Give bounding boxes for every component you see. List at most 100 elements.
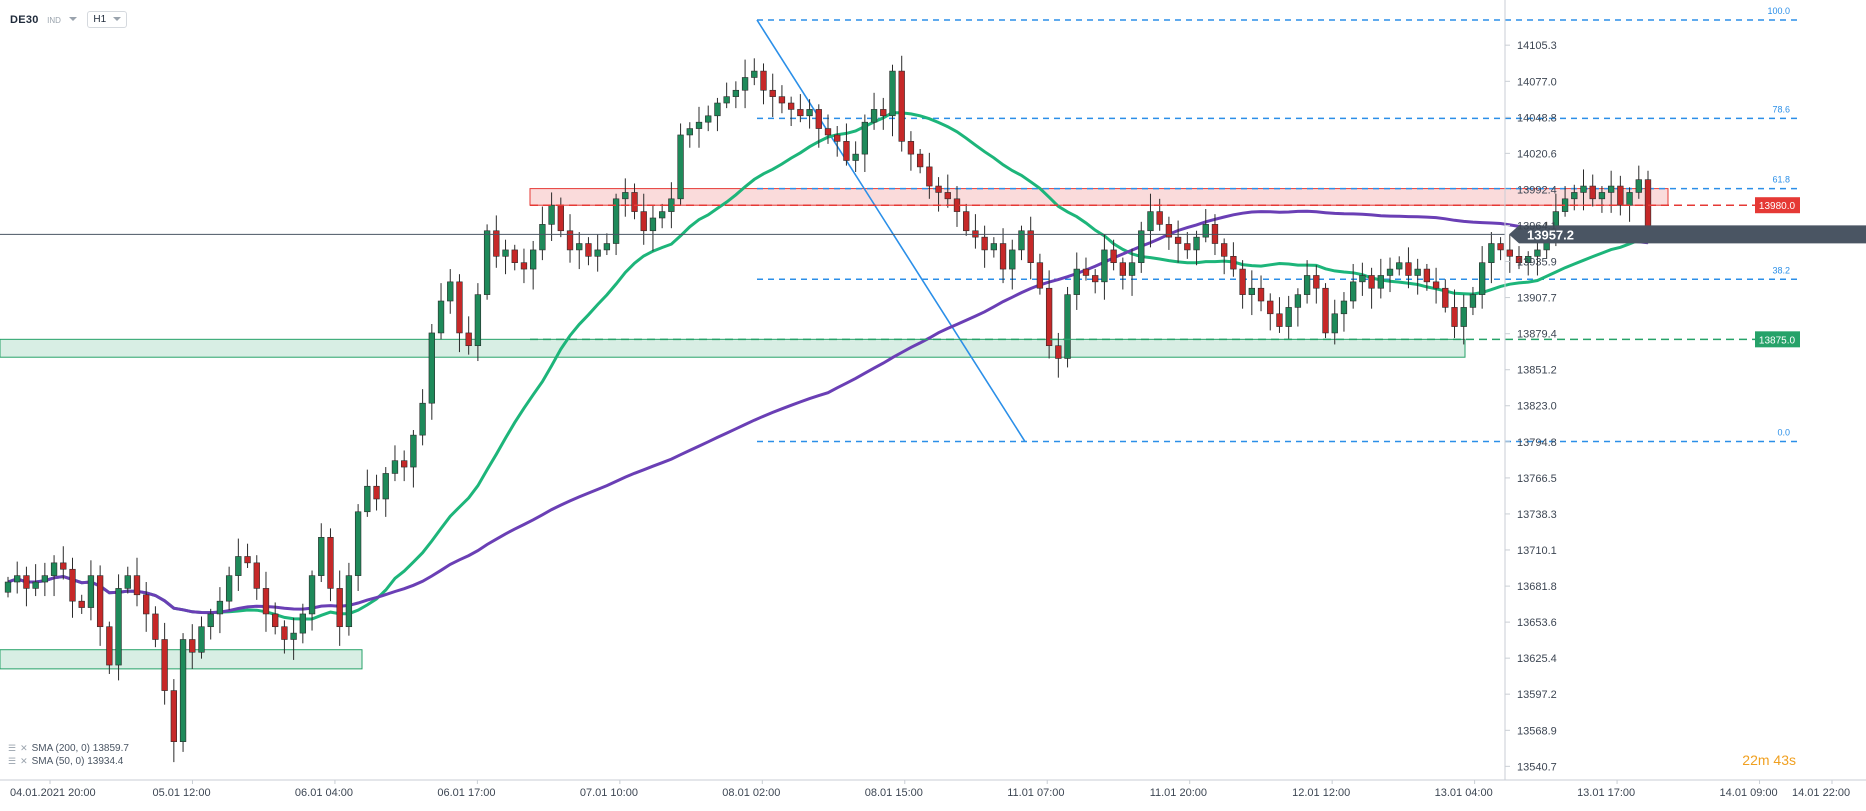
y-tick-label: 13540.7 — [1517, 761, 1557, 773]
candle — [474, 283, 482, 362]
candle-body — [41, 575, 49, 583]
candle-body — [465, 332, 472, 347]
candle-body — [1045, 287, 1053, 347]
candle-body — [741, 77, 749, 91]
candle — [723, 82, 730, 109]
timeframe-selector[interactable]: H1 — [87, 10, 127, 28]
candle — [530, 240, 537, 290]
candle-body — [566, 230, 574, 251]
candle-body — [456, 281, 463, 334]
candle — [990, 237, 997, 258]
candle — [741, 59, 749, 109]
candle-body — [990, 243, 997, 251]
candle — [1018, 225, 1025, 261]
y-tick-label: 13935.9 — [1517, 257, 1557, 269]
candle — [327, 528, 334, 602]
candle-body — [1635, 179, 1642, 193]
candle — [907, 131, 915, 171]
settings-icon[interactable]: ☰ — [8, 756, 17, 766]
candle — [576, 232, 583, 270]
candle-body — [760, 70, 767, 91]
candle — [1469, 286, 1477, 316]
candle-body — [483, 230, 491, 295]
x-tick-label: 05.01 12:00 — [152, 787, 210, 799]
candle-body — [1009, 249, 1016, 270]
y-tick-label: 13625.4 — [1517, 653, 1557, 665]
candle-body — [308, 575, 316, 615]
symbol-selector[interactable]: DE30 IND — [10, 10, 78, 28]
legend-item-sma200[interactable]: ☰ ✕ SMA (200, 0) 13859.7 — [8, 742, 129, 755]
candle — [815, 104, 822, 148]
candle — [143, 582, 150, 632]
candle — [1460, 294, 1467, 345]
candle — [1313, 265, 1320, 304]
candle-body — [1506, 249, 1513, 257]
candle-body — [1617, 185, 1624, 206]
y-tick-label: 13992.4 — [1517, 184, 1557, 196]
candle — [253, 555, 260, 600]
candle-body — [1534, 249, 1541, 257]
candle-body — [1092, 275, 1099, 283]
candle-body — [834, 134, 841, 142]
candle — [1589, 174, 1596, 207]
candle — [106, 621, 113, 674]
candle-body — [797, 109, 804, 117]
candle — [456, 274, 463, 353]
x-tick-label: 08.01 02:00 — [722, 787, 780, 799]
candle — [649, 205, 657, 252]
candle-body — [1248, 287, 1255, 295]
candle-body — [1082, 268, 1090, 276]
candle-body — [87, 575, 95, 608]
candle-body — [1156, 211, 1163, 225]
candle — [1294, 288, 1302, 327]
candle — [87, 560, 95, 621]
candle-body — [861, 121, 869, 155]
candle — [880, 97, 887, 130]
candle-body — [963, 211, 970, 232]
x-tick-label: 14.01 22:00 — [1792, 787, 1850, 799]
candle — [133, 557, 141, 607]
candle-body — [1359, 275, 1366, 283]
candle — [594, 234, 601, 272]
candle — [843, 123, 850, 166]
candle — [244, 543, 251, 568]
candle — [1267, 293, 1274, 331]
candle — [806, 99, 813, 129]
candle — [1257, 275, 1265, 312]
candle-body — [345, 575, 353, 628]
candle — [1174, 220, 1182, 263]
candle-body — [1626, 192, 1633, 206]
candle — [926, 152, 933, 199]
candle-body — [1340, 300, 1348, 315]
candle — [1239, 260, 1246, 309]
close-icon[interactable]: ✕ — [20, 743, 28, 753]
close-icon[interactable]: ✕ — [20, 756, 28, 766]
candle-body — [4, 581, 12, 593]
candle — [686, 122, 693, 148]
candle-body — [1368, 275, 1375, 289]
settings-icon[interactable]: ☰ — [8, 743, 17, 753]
candle-body — [354, 511, 362, 576]
candle-body — [1460, 307, 1467, 327]
candle — [760, 63, 767, 105]
candle-body — [1525, 256, 1532, 263]
resistance-zone — [529, 188, 1669, 206]
candle-body — [1018, 230, 1025, 251]
candle — [345, 562, 353, 636]
candle-body — [1432, 281, 1440, 289]
y-tick-label: 13907.7 — [1517, 293, 1557, 305]
x-tick-label: 08.01 15:00 — [865, 787, 923, 799]
candle-body — [981, 236, 988, 251]
candle-body — [1193, 236, 1200, 251]
candle — [96, 565, 104, 646]
candle — [465, 316, 472, 355]
candle — [1055, 332, 1062, 378]
candle — [787, 96, 795, 127]
candle — [603, 233, 611, 256]
candle — [382, 467, 389, 517]
candle-body — [769, 89, 776, 97]
legend-item-sma50[interactable]: ☰ ✕ SMA (50, 0) 13934.4 — [8, 755, 129, 768]
candle-body — [898, 70, 905, 142]
